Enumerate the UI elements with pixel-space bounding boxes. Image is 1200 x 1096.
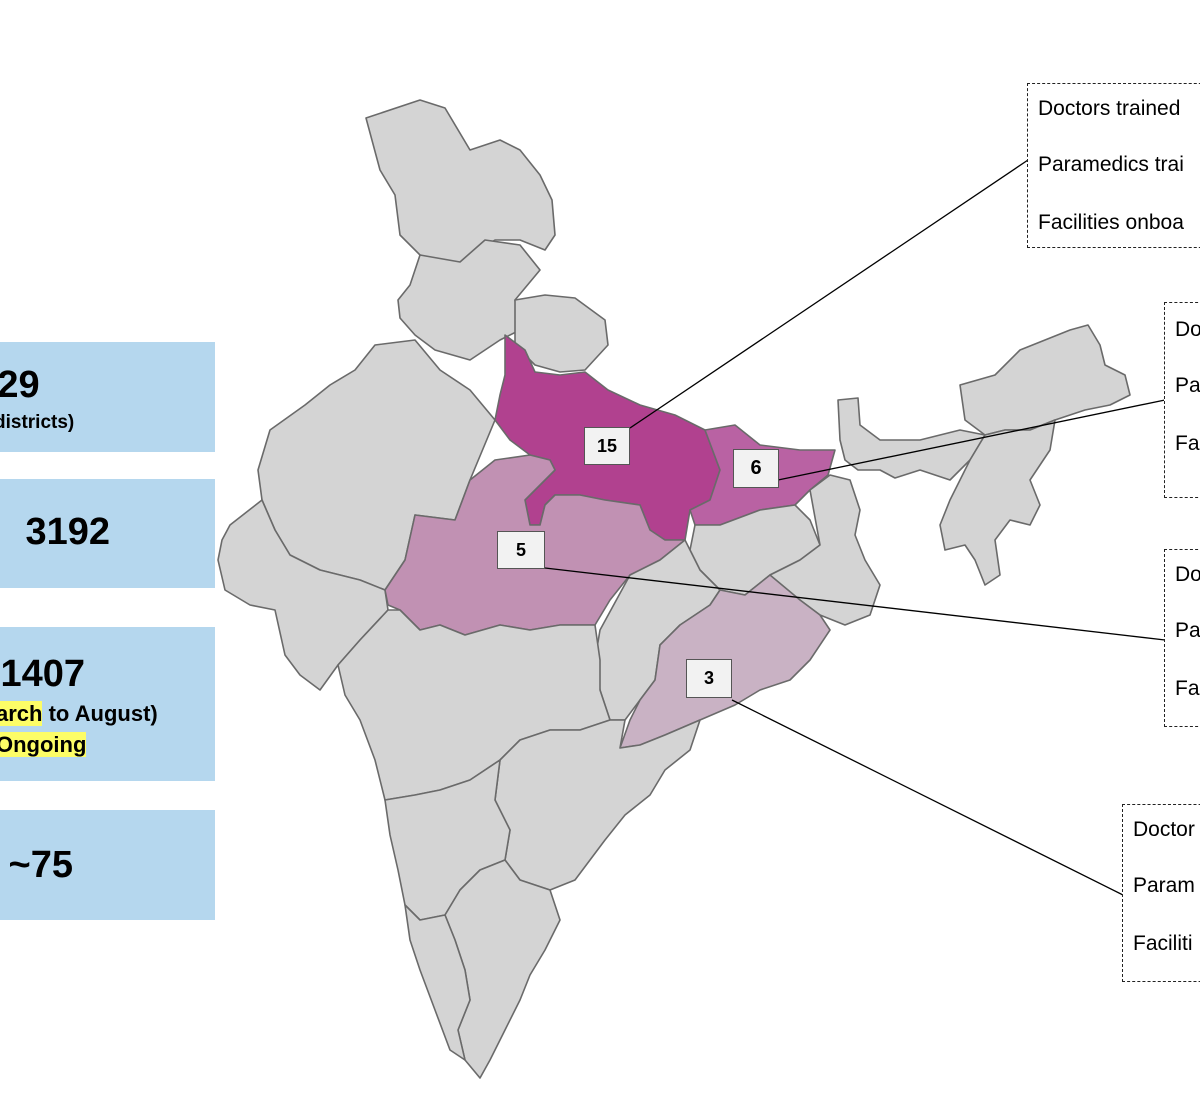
- highlight-text: arch: [0, 701, 43, 726]
- stat-card-fourth: ~75: [0, 810, 215, 920]
- info-box-up: Doctors trained Paramedics trai Faciliti…: [1027, 83, 1200, 248]
- period-text: to August): [42, 701, 158, 726]
- info-facilities: Faciliti: [1133, 932, 1193, 955]
- leader-line-6: [777, 399, 1166, 481]
- info-doctors: Do: [1175, 563, 1200, 586]
- stat-value: ~75: [8, 844, 73, 886]
- count-box-odisha: 3: [686, 659, 732, 698]
- info-box-bihar: Do Pa Fa: [1164, 302, 1200, 498]
- info-facilities: Facilities onboa: [1038, 211, 1184, 234]
- stat-card-third: 1407 arch to August) Ongoing: [0, 627, 215, 781]
- info-facilities: Fa: [1175, 677, 1200, 700]
- status-highlight: Ongoing: [0, 732, 87, 757]
- stat-subtext: districts): [0, 412, 75, 433]
- leader-line-5: [544, 567, 1166, 641]
- stat-subtext-status: Ongoing: [0, 732, 87, 758]
- stat-value: 3192: [25, 511, 110, 553]
- info-box-mp: Do Pa Fa: [1164, 549, 1200, 727]
- info-paramedics: Pa: [1175, 619, 1200, 642]
- state-west-bengal: [769, 474, 881, 626]
- stat-value: 1407: [0, 653, 85, 695]
- state-jammu-kashmir: [365, 99, 556, 271]
- stat-card-districts: 29 districts): [0, 342, 215, 452]
- info-doctors: Do: [1175, 318, 1200, 341]
- info-doctors: Doctor: [1133, 818, 1195, 841]
- info-paramedics: Paramedics trai: [1038, 153, 1184, 176]
- count-box-mp: 5: [497, 531, 545, 569]
- leader-line-15: [629, 159, 1029, 429]
- info-box-odisha: Doctor Param Faciliti: [1122, 804, 1200, 982]
- info-facilities: Fa: [1175, 432, 1200, 455]
- stat-card-second: 3192: [0, 479, 215, 588]
- info-paramedics: Pa: [1175, 374, 1200, 397]
- state-assam-ne: [939, 419, 1056, 586]
- state-punjab-region: [397, 239, 541, 361]
- leader-line-3: [731, 699, 1124, 896]
- count-box-up: 15: [584, 427, 630, 465]
- info-paramedics: Param: [1133, 874, 1195, 897]
- state-kerala: [404, 904, 471, 1061]
- count-box-bihar: 6: [733, 449, 779, 488]
- state-telangana-ap: [494, 719, 701, 891]
- stat-value: 29: [0, 364, 40, 406]
- info-doctors: Doctors trained: [1038, 97, 1181, 120]
- stat-subtext-period: arch to August): [0, 701, 158, 727]
- state-arunachal: [959, 324, 1131, 436]
